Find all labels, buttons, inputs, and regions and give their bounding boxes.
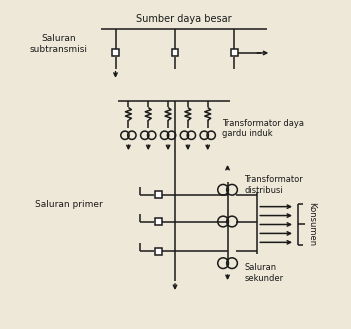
Text: Transformator
distribusi: Transformator distribusi xyxy=(244,175,303,194)
Text: Konsumen: Konsumen xyxy=(307,202,316,246)
Text: Saluran primer: Saluran primer xyxy=(35,200,103,209)
Text: Transformator daya
gardu induk: Transformator daya gardu induk xyxy=(221,119,304,138)
Text: Saluran
sekunder: Saluran sekunder xyxy=(244,264,284,283)
Bar xyxy=(155,218,161,225)
Text: Sumber daya besar: Sumber daya besar xyxy=(136,14,232,24)
Bar xyxy=(231,49,238,56)
Bar xyxy=(112,49,119,56)
Bar xyxy=(155,248,161,255)
Text: Saluran
subtransmisi: Saluran subtransmisi xyxy=(30,34,88,54)
Bar xyxy=(172,49,178,56)
Bar xyxy=(155,191,161,198)
